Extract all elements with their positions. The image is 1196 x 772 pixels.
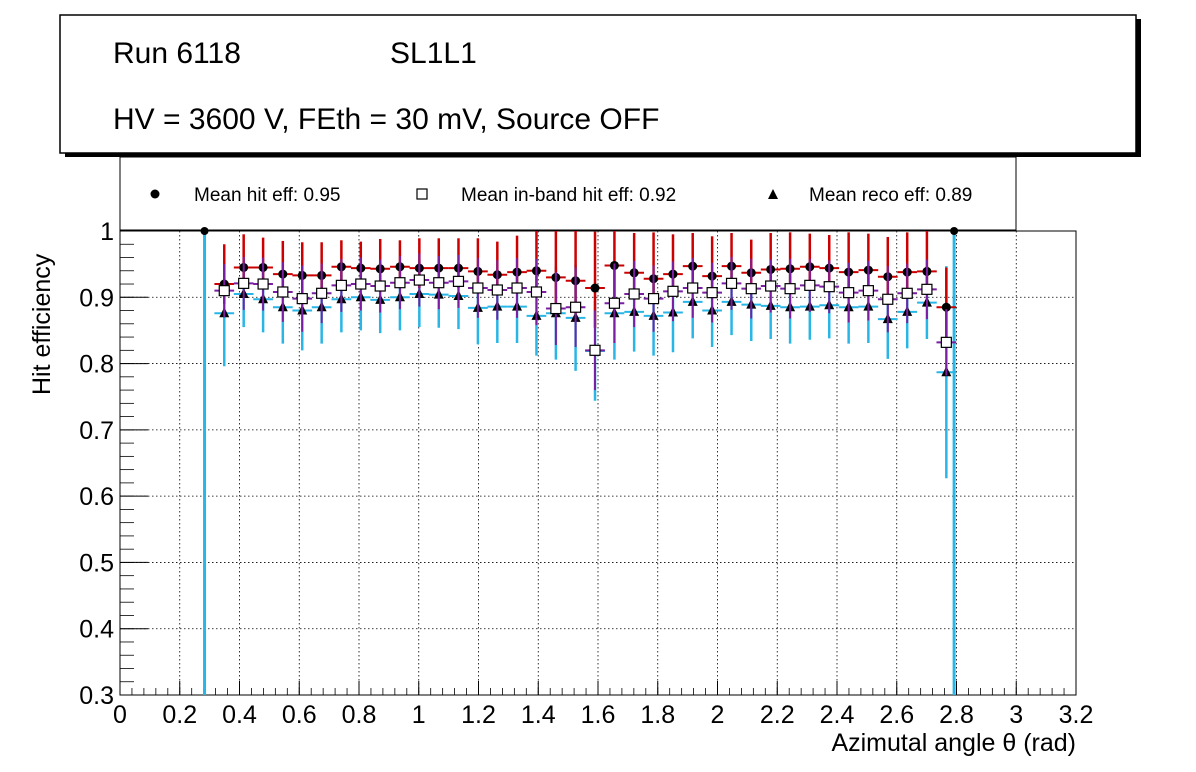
x-tick-label: 2.8 [939, 701, 974, 729]
legend-inband-label: Mean in-band hit eff: 0.92 [461, 185, 676, 206]
inband-point-marker [335, 279, 347, 291]
x-tick-label: 3.2 [1059, 701, 1094, 729]
inband-point-marker [687, 282, 699, 294]
x-tick-label: 0.8 [342, 701, 377, 729]
inband-point-marker [316, 287, 328, 299]
x-tick-label: 0.6 [282, 701, 317, 729]
inband-point-marker [472, 282, 484, 294]
inband-point-marker [647, 293, 660, 305]
edge-point-marker [950, 227, 959, 235]
hit-point-marker [590, 283, 600, 293]
inband-point-marker [511, 282, 523, 294]
x-tick-label: 1.2 [461, 701, 496, 729]
legend-inband-marker [416, 188, 428, 200]
x-tick-label: 2.2 [760, 701, 795, 729]
grid [120, 231, 1076, 695]
inband-point-marker [921, 283, 933, 295]
inband-point-marker [374, 280, 386, 292]
inband-point-marker [491, 284, 503, 296]
inband-point-marker [569, 301, 582, 313]
hit-point-marker [941, 302, 951, 312]
inband-point-marker [413, 274, 425, 286]
inband-point-marker [218, 285, 230, 297]
x-tick-label: 1.8 [640, 701, 675, 729]
inband-point-marker [394, 277, 406, 289]
inband-point-marker [882, 293, 894, 305]
x-tick-label: 1.6 [581, 701, 616, 729]
y-tick-label: 0.4 [79, 616, 114, 644]
inband-point-marker [277, 286, 289, 298]
inband-point-marker [296, 293, 308, 305]
conditions-label: HV = 3600 V, FEth = 30 mV, Source OFF [113, 103, 659, 136]
legend-hit-label: Mean hit eff: 0.95 [194, 185, 340, 206]
inband-point-marker [784, 283, 796, 295]
inband-point-marker [452, 275, 465, 287]
inband-point-marker [550, 302, 562, 315]
inband-point-marker [433, 277, 445, 289]
legend-reco-marker [768, 189, 778, 199]
x-tick-labels: 0 0.2 0.4 0.6 0.8 1 1.2 1.4 1.6 1.8 2 2.2 2.4 2.6 2.8 3… [113, 701, 1093, 729]
x-tick-label: 3 [1009, 701, 1023, 729]
y-tick-label: 1 [100, 218, 114, 246]
x-tick-label: 0.4 [222, 701, 257, 729]
inband-point-marker [667, 285, 679, 297]
run-label: Run 6118 [113, 37, 241, 70]
inband-point-marker [862, 285, 874, 297]
x-tick-label: 0 [113, 701, 127, 729]
x-tick-label: 0.2 [162, 701, 197, 729]
x-tick-label: 2 [711, 701, 725, 729]
inband-point-marker [745, 283, 757, 295]
y-tick-label: 0.6 [79, 483, 114, 511]
data-marks [200, 227, 959, 695]
y-tick-label: 0.9 [79, 284, 114, 312]
x-tick-label: 1 [412, 701, 426, 729]
inband-point-marker [706, 287, 718, 299]
x-axis-title: Azimutal angle θ (rad) [831, 729, 1076, 757]
inband-point-marker [823, 281, 835, 293]
inband-point-marker [843, 287, 855, 299]
inband-point-marker [765, 280, 777, 292]
inband-point-marker [940, 336, 952, 348]
y-tick-label: 0.3 [79, 682, 114, 710]
x-tick-label: 1.4 [521, 701, 556, 729]
title-box [59, 14, 1137, 154]
inband-point-marker [901, 287, 913, 299]
legend-hit-marker [150, 189, 160, 199]
x-tick-label: 2.4 [820, 701, 855, 729]
x-tick-label: 2.6 [879, 701, 914, 729]
inband-point-marker [628, 288, 640, 300]
inband-point-marker [725, 277, 738, 289]
layer-label: SL1L1 [390, 37, 477, 70]
y-tick-label: 0.5 [79, 549, 114, 577]
inband-point-marker [804, 279, 816, 291]
axis-ticks [119, 230, 1077, 696]
inband-point-marker [257, 278, 269, 290]
y-tick-label: 0.7 [79, 417, 114, 445]
legend-reco-label: Mean reco eff: 0.89 [809, 185, 972, 206]
edge-point-marker [200, 227, 209, 235]
inband-point-marker [355, 278, 367, 290]
y-tick-label: 0.8 [79, 351, 114, 379]
y-tick-labels: 0.3 0.4 0.5 0.6 0.7 0.8 0.9 1 [79, 218, 114, 710]
inband-point-marker [589, 344, 601, 356]
y-axis-title: Hit efficiency [28, 253, 56, 395]
inband-point-marker [238, 277, 250, 289]
inband-point-marker [608, 297, 621, 309]
legend-box [119, 156, 1017, 231]
inband-point-marker [530, 286, 543, 298]
